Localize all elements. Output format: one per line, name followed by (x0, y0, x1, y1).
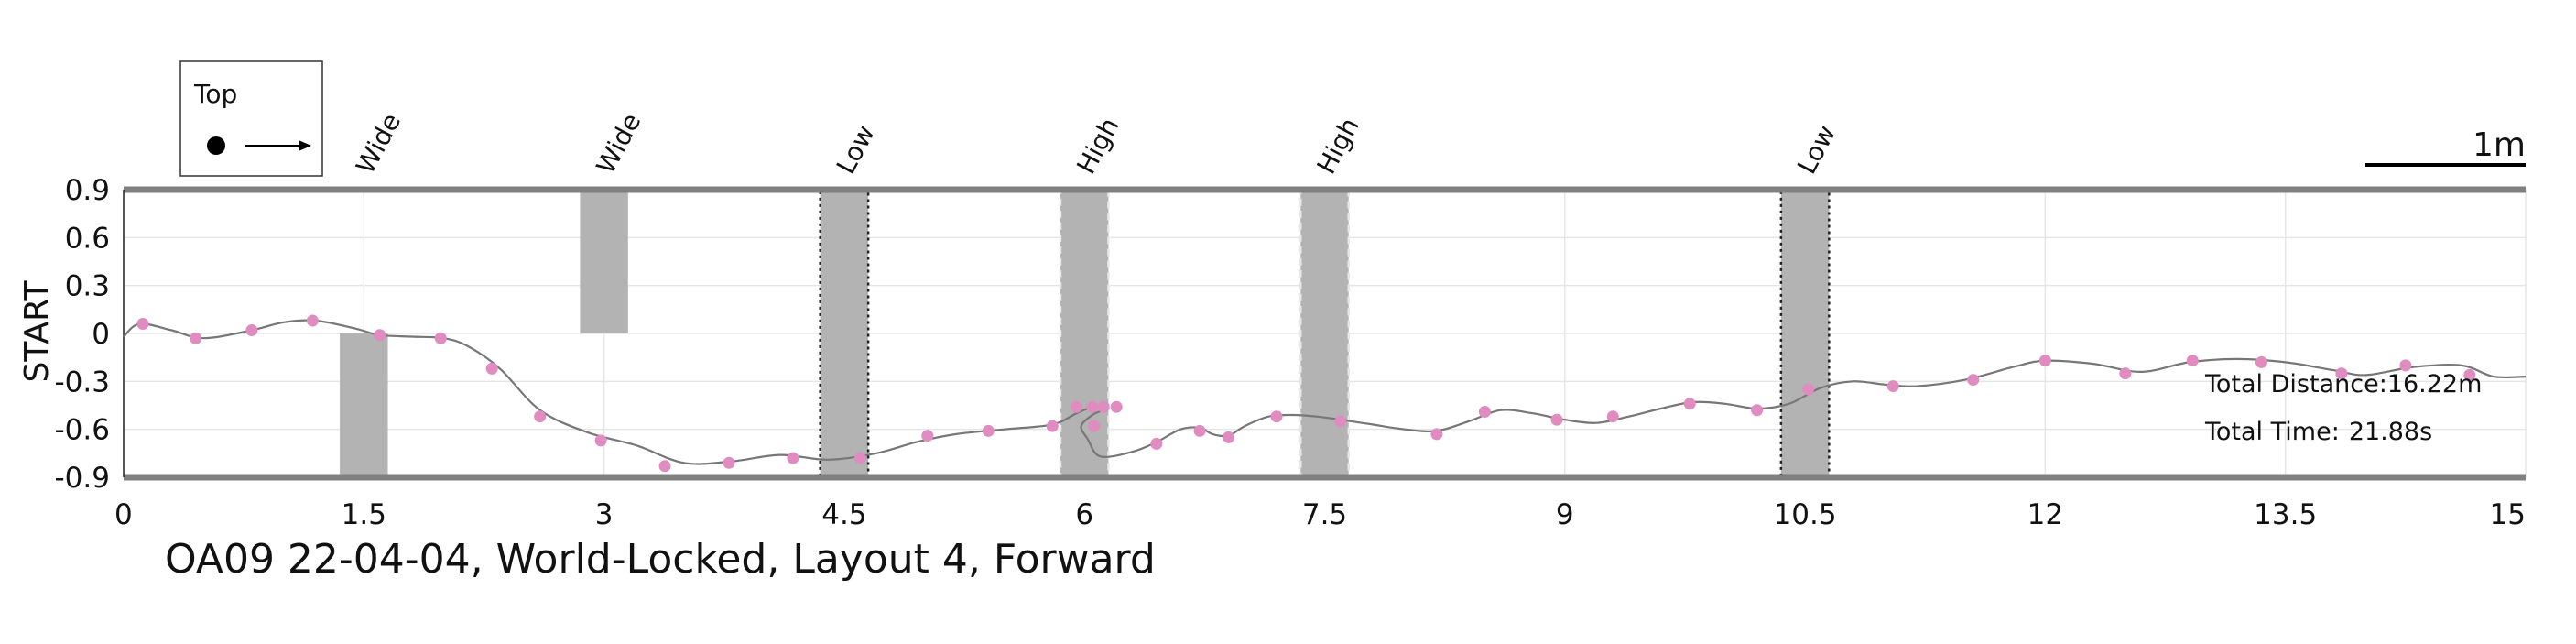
obstacles (340, 188, 1831, 479)
trajectory-marker-36 (2119, 367, 2132, 380)
obstacle-1 (580, 190, 628, 333)
trajectory-marker-26 (1430, 428, 1443, 441)
total-time-label: Total Time: (2204, 418, 2340, 446)
legend-dot-icon (207, 136, 225, 155)
trajectory-marker-17 (1086, 400, 1099, 413)
y-tick-label-2: 0.3 (65, 270, 110, 303)
trajectory-marker-2 (245, 324, 258, 337)
x-tick-label-8: 12 (2027, 498, 2063, 531)
trajectory-marker-33 (1886, 380, 1899, 393)
trajectory-series (123, 319, 2527, 465)
trajectory-marker-21 (1150, 437, 1163, 450)
x-tick-label-9: 13.5 (2254, 498, 2317, 531)
total-distance: Total Distance:16.22m (2204, 370, 2482, 398)
legend-box (179, 60, 323, 177)
trajectory-marker-18 (1097, 400, 1110, 413)
trajectory-marker-30 (1683, 398, 1696, 410)
obstacle-5 (1779, 188, 1831, 479)
chart-title: OA09 22-04-04, World-Locked, Layout 4, F… (165, 536, 1156, 583)
y-axis-ticks: 0.9 0.6 0.3 0 -0.3 -0.6 -0.9 (55, 174, 111, 495)
obstacle-label-0: Wide (350, 108, 407, 179)
trajectory-marker-34 (1967, 374, 1980, 387)
trajectory-marker-11 (787, 452, 799, 464)
trajectory-marker-32 (1802, 383, 1815, 396)
obstacle-2 (819, 188, 870, 479)
obstacle-3 (1059, 188, 1110, 479)
trajectory-marker-16 (1070, 400, 1082, 413)
trajectory-marker-14 (982, 424, 995, 437)
trajectory-marker-27 (1478, 405, 1491, 418)
y-tick-label-3: 0 (92, 318, 110, 351)
trajectory-marker-19 (1110, 400, 1123, 413)
trajectory-marker-6 (485, 362, 498, 375)
trajectory-marker-24 (1270, 410, 1283, 423)
scale-bar-label: 1m (2473, 126, 2526, 164)
obstacle-4 (1299, 188, 1350, 479)
trajectory-marker-25 (1334, 415, 1347, 428)
trajectory-marker-29 (1606, 410, 1619, 423)
x-tick-label-3: 4.5 (821, 498, 866, 531)
x-tick-label-0: 0 (114, 498, 133, 531)
total-distance-value: 16.22m (2387, 370, 2483, 398)
trajectory-marker-23 (1223, 431, 1235, 443)
stats: Total Distance:16.22m Total Time: 21.88s (2204, 370, 2482, 446)
scale-bar: 1m (2365, 126, 2526, 167)
x-tick-label-5: 7.5 (1302, 498, 1347, 531)
y-tick-label-4: -0.3 (55, 366, 111, 398)
obstacle-0 (340, 333, 388, 477)
trajectory-marker-9 (658, 460, 671, 473)
total-time: Total Time: 21.88s (2204, 418, 2432, 446)
y-axis-label: START (18, 279, 56, 382)
trajectory-marker-28 (1550, 413, 1563, 426)
x-tick-label-6: 9 (1556, 498, 1574, 531)
x-tick-label-2: 3 (595, 498, 614, 531)
trajectory-marker-38 (2255, 355, 2267, 368)
total-distance-label: Total Distance: (2204, 370, 2387, 398)
trajectory-marker-0 (136, 318, 149, 331)
y-tick-label-5: -0.6 (55, 414, 111, 447)
trajectory-marker-7 (534, 410, 547, 423)
trajectory-marker-15 (1046, 420, 1059, 432)
trajectory-marker-1 (190, 332, 202, 344)
trajectory-marker-39 (2335, 367, 2348, 380)
x-axis-ticks: 0 1.5 3 4.5 6 7.5 9 10.5 12 13.5 15 (114, 498, 2526, 531)
obstacle-label-1: Wide (591, 108, 647, 179)
legend-label: Top (193, 79, 237, 109)
trajectory-marker-41 (2463, 368, 2476, 381)
trajectory-markers (136, 314, 2476, 473)
trajectory-marker-35 (2038, 355, 2051, 367)
trajectory-marker-5 (434, 332, 447, 344)
trajectory-marker-8 (594, 434, 607, 447)
trajectory-marker-22 (1193, 424, 1206, 437)
trajectory-marker-4 (374, 329, 386, 342)
trajectory-marker-3 (306, 314, 319, 327)
obstacle-label-5: Low (1791, 120, 1842, 179)
trajectory-marker-40 (2399, 359, 2412, 372)
obstacle-label-2: Low (831, 120, 881, 179)
legend: Top (179, 60, 323, 177)
y-tick-label-1: 0.6 (65, 222, 110, 255)
obstacle-label-4: High (1311, 113, 1365, 179)
x-tick-label-10: 15 (2490, 498, 2526, 531)
x-tick-label-7: 10.5 (1774, 498, 1837, 531)
obstacle-label-3: High (1071, 113, 1125, 179)
plot-frame (123, 186, 2526, 481)
trajectory-marker-12 (853, 452, 866, 464)
obstacle-labels: Wide Wide Low High High Low (350, 108, 1842, 179)
trajectory-marker-37 (2186, 355, 2199, 367)
trajectory-line (123, 319, 2527, 465)
x-tick-label-4: 6 (1075, 498, 1093, 531)
y-tick-label-0: 0.9 (65, 174, 110, 207)
x-tick-label-1: 1.5 (342, 498, 386, 531)
trajectory-marker-20 (1088, 420, 1101, 432)
trajectory-marker-13 (921, 430, 934, 442)
trajectory-marker-10 (723, 456, 735, 469)
trajectory-marker-31 (1751, 404, 1764, 417)
y-tick-label-6: -0.9 (55, 462, 111, 495)
total-time-value: 21.88s (2349, 418, 2432, 446)
legend-arrowhead-icon (299, 140, 311, 151)
